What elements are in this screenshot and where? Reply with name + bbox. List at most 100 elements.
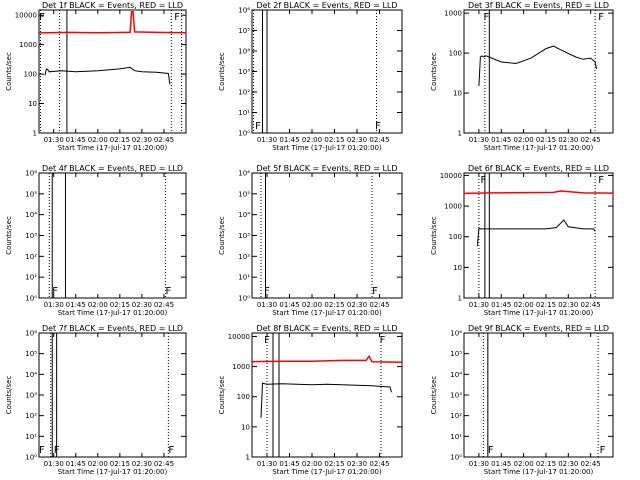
x-tick-label: 02:15	[110, 136, 130, 144]
x-axis-label: Start Time (17-Jul-17 01:20:00)	[272, 309, 382, 317]
panel-title: Det 3f BLACK = Events, RED = LLD	[468, 1, 609, 10]
x-tick-label: 02:30	[132, 301, 152, 309]
flag-marker: F	[168, 445, 174, 456]
x-tick-label: 02:15	[324, 460, 344, 468]
series-line-events	[476, 219, 596, 246]
y-axis-label: Counts/sec	[430, 216, 438, 255]
panel-title: Det 8f BLACK = Events, RED = LLD	[256, 324, 397, 333]
x-tick-label: 02:00	[514, 460, 534, 468]
flag-marker: F	[483, 12, 489, 23]
x-axis-label: Start Time (17-Jul-17 01:20:00)	[58, 144, 168, 152]
plot-frame	[251, 9, 403, 134]
y-tick-label: 10²	[25, 412, 37, 420]
x-tick-label: 02:00	[302, 301, 322, 309]
x-tick-label: 01:30	[257, 460, 277, 468]
y-tick-label: 100	[449, 50, 462, 58]
x-tick-label: 02:30	[132, 136, 152, 144]
x-tick-label: 02:15	[110, 301, 130, 309]
detector-panel-9: Det 9f BLACK = Events, RED = LLD 01:30 01:…	[430, 324, 614, 476]
y-tick-label: 10⁵	[25, 350, 37, 358]
flag-marker: F	[375, 121, 381, 132]
panel-title: Det 4f BLACK = Events, RED = LLD	[42, 164, 183, 173]
y-axis-label: Counts/sec	[5, 216, 13, 255]
x-tick-label: 02:00	[88, 301, 108, 309]
x-tick-label: 02:45	[369, 460, 389, 468]
y-tick-label: 100	[449, 233, 462, 241]
plot-frame	[38, 172, 187, 299]
x-tick-label: 01:45	[279, 460, 299, 468]
x-tick-label: 02:45	[154, 460, 174, 468]
y-tick-label: 10⁵	[450, 350, 462, 358]
y-tick-label: 10²	[450, 412, 462, 420]
x-tick-label: 01:45	[279, 136, 299, 144]
y-tick-label: 10	[28, 100, 37, 108]
x-tick-label: 01:30	[44, 460, 64, 468]
flag-marker: F	[39, 12, 45, 23]
x-tick-label: 02:45	[369, 136, 389, 144]
x-tick-label: 02:45	[581, 301, 601, 309]
flag-marker: F	[264, 286, 270, 297]
y-axis-label: Counts/sec	[218, 52, 226, 91]
flag-marker: F	[600, 445, 606, 456]
x-tick-label: 01:30	[257, 136, 277, 144]
x-tick-label: 02:00	[88, 460, 108, 468]
x-tick-label: 02:00	[302, 460, 322, 468]
y-tick-label: 10³	[450, 392, 462, 400]
flag-marker: F	[52, 286, 58, 297]
x-tick-label: 02:15	[536, 460, 556, 468]
x-tick-label: 02:15	[536, 136, 556, 144]
y-axis-label: Counts/sec	[218, 376, 226, 415]
flag-marker: F	[54, 445, 60, 456]
plot-frame	[38, 332, 187, 458]
x-tick-label: 02:30	[347, 136, 367, 144]
y-tick-label: 10¹	[25, 433, 37, 441]
x-tick-label: 02:45	[154, 136, 174, 144]
x-tick-label: 02:00	[514, 301, 534, 309]
y-tick-label: 100	[24, 71, 37, 79]
y-tick-label: 10⁴	[25, 371, 37, 379]
flag-marker: F	[598, 12, 604, 23]
series-line-events	[478, 45, 598, 87]
plot-frame	[38, 9, 187, 134]
y-tick-label: 10⁰	[238, 130, 250, 138]
y-tick-label: 1	[33, 130, 37, 138]
x-tick-label: 01:30	[469, 460, 489, 468]
y-tick-label: 10⁶	[450, 330, 462, 338]
y-axis-label: Counts/sec	[430, 376, 438, 415]
y-tick-label: 10⁰	[25, 295, 37, 303]
series-line-events	[260, 382, 392, 418]
x-tick-label: 02:30	[347, 301, 367, 309]
y-tick-label: 10⁴	[238, 211, 250, 219]
x-tick-label: 01:30	[44, 301, 64, 309]
x-tick-label: 01:30	[44, 136, 64, 144]
detector-panel-3: Det 3f BLACK = Events, RED = LLD 01:30 01:…	[430, 1, 614, 152]
x-tick-label: 02:30	[558, 301, 578, 309]
x-tick-label: 02:45	[154, 301, 174, 309]
flag-marker: F	[372, 286, 378, 297]
y-tick-label: 10¹	[238, 109, 250, 117]
y-tick-label: 10⁰	[450, 454, 462, 462]
x-tick-label: 02:30	[347, 460, 367, 468]
y-tick-label: 10⁵	[238, 190, 250, 198]
plot-frame	[463, 9, 614, 134]
y-axis-label: Counts/sec	[5, 52, 13, 91]
flag-marker: F	[174, 12, 180, 23]
y-tick-label: 10000	[440, 172, 462, 180]
panel-title: Det 6f BLACK = Events, RED = LLD	[468, 164, 609, 173]
x-tick-label: 02:30	[558, 136, 578, 144]
y-tick-label: 10²	[238, 89, 250, 97]
y-tick-label: 10³	[238, 68, 250, 76]
flag-marker: F	[598, 175, 604, 186]
y-tick-label: 10000	[228, 333, 250, 341]
plot-frame	[251, 172, 403, 299]
panel-title: Det 1f BLACK = Events, RED = LLD	[42, 1, 183, 10]
plot-frame	[463, 172, 614, 299]
y-axis-label: Counts/sec	[5, 376, 13, 415]
y-tick-label: 10⁰	[25, 454, 37, 462]
detector-panel-1: Det 1f BLACK = Events, RED = LLD 01:30 01:…	[5, 1, 187, 152]
y-tick-label: 10³	[25, 392, 37, 400]
x-axis-label: Start Time (17-Jul-17 01:20:00)	[484, 144, 594, 152]
panel-title: Det 9f BLACK = Events, RED = LLD	[468, 324, 609, 333]
x-tick-label: 01:30	[257, 301, 277, 309]
y-axis-label: Counts/sec	[430, 52, 438, 91]
